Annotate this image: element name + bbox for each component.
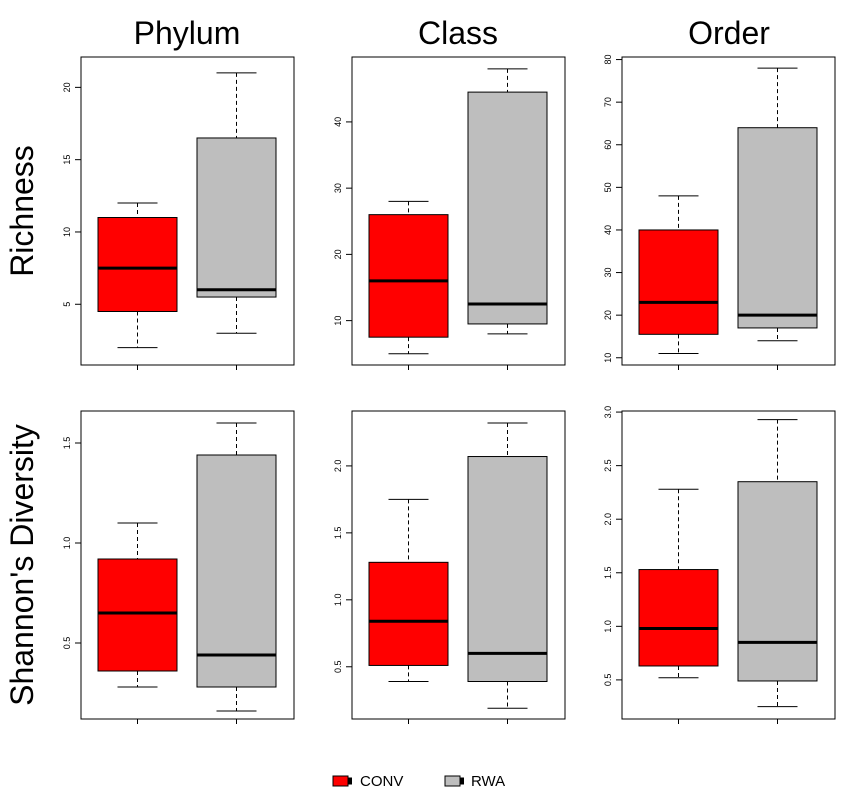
column-title-class: Class: [418, 15, 498, 51]
plot-frame: [80, 56, 295, 366]
row-title-richness: Richness: [4, 145, 40, 277]
y-tick-label: 15: [62, 155, 72, 165]
plot-frame: [351, 56, 566, 366]
plot-frame: [351, 410, 566, 720]
panel-shannon-s-diversity-phylum: 0.5 1.0 1.5: [62, 410, 295, 724]
iqr-box-rwa: [196, 137, 277, 298]
legend-swatch-conv: [332, 775, 349, 787]
legend-label-conv: CONV: [360, 773, 403, 790]
y-tick-label: 10: [333, 316, 343, 326]
panel-shannon-s-diversity-order: 0.5 1.0 1.5 2.0 2.5 3.0: [603, 406, 836, 724]
y-tick-label: 30: [333, 183, 343, 193]
y-tick-label: 2.5: [603, 459, 613, 472]
y-tick-label: 60: [603, 140, 613, 150]
y-tick-label: 2.0: [603, 513, 613, 526]
y-tick-label: 2.0: [333, 460, 343, 473]
iqr-box-conv: [368, 561, 449, 666]
y-tick-label: 1.0: [62, 537, 72, 550]
column-title-phylum: Phylum: [134, 15, 241, 51]
y-tick-label: 10: [603, 353, 613, 363]
legend-item-conv: CONV: [332, 773, 403, 790]
legend-swatch-tab-conv: [348, 777, 352, 785]
iqr-box-conv: [638, 229, 719, 335]
y-tick-label: 40: [603, 225, 613, 235]
iqr-box-rwa: [467, 91, 548, 325]
iqr-box-rwa: [196, 454, 277, 688]
iqr-box-conv: [97, 217, 178, 312]
y-tick-label: 3.0: [603, 406, 613, 419]
y-tick-label: 1.5: [62, 437, 72, 450]
legend-item-rwa: RWA: [444, 773, 505, 790]
y-tick-label: 50: [603, 182, 613, 192]
iqr-box-rwa: [737, 127, 818, 329]
y-tick-label: 40: [333, 117, 343, 127]
plot-frame: [621, 410, 836, 720]
panel-shannon-s-diversity-class: 0.5 1.0 1.5 2.0: [333, 410, 566, 724]
iqr-box-rwa: [467, 456, 548, 683]
legend-swatch-rwa: [444, 775, 461, 787]
plot-frame: [621, 56, 836, 366]
panel-richness-class: 10 20 30 40: [333, 56, 566, 370]
panel-richness-order: 10 20 30 40 50 60 70 80: [603, 55, 836, 370]
legend: CONV RWA: [332, 773, 505, 790]
panel-richness-phylum: 5 10 15 20: [62, 56, 295, 370]
legend-label-rwa: RWA: [471, 773, 505, 790]
plot-frame: [80, 410, 295, 720]
y-tick-label: 30: [603, 268, 613, 278]
iqr-box-conv: [368, 214, 449, 338]
y-tick-label: 70: [603, 97, 613, 107]
y-tick-label: 0.5: [333, 661, 343, 674]
iqr-box-conv: [638, 569, 719, 667]
y-tick-label: 20: [603, 310, 613, 320]
y-tick-label: 1.5: [603, 567, 613, 580]
panels: 5 10 15 20 10 20 30 40 10 20 30 40 50 60 70 80 0.5 1.0 1.5…: [62, 55, 836, 724]
y-tick-label: 5: [62, 302, 72, 307]
legend-swatch-tab-rwa: [460, 777, 464, 785]
y-tick-label: 20: [62, 82, 72, 92]
y-tick-label: 1.0: [603, 620, 613, 633]
y-tick-label: 20: [333, 249, 343, 259]
iqr-box-conv: [97, 558, 178, 672]
y-tick-label: 0.5: [603, 674, 613, 687]
column-title-order: Order: [688, 15, 770, 51]
iqr-box-rwa: [737, 481, 818, 682]
y-tick-label: 80: [603, 55, 613, 65]
y-tick-label: 10: [62, 227, 72, 237]
y-tick-label: 0.5: [62, 637, 72, 650]
y-tick-label: 1.5: [333, 527, 343, 540]
y-tick-label: 1.0: [333, 594, 343, 607]
row-title-shannon-diversity: Shannon's Diversity: [4, 424, 40, 706]
